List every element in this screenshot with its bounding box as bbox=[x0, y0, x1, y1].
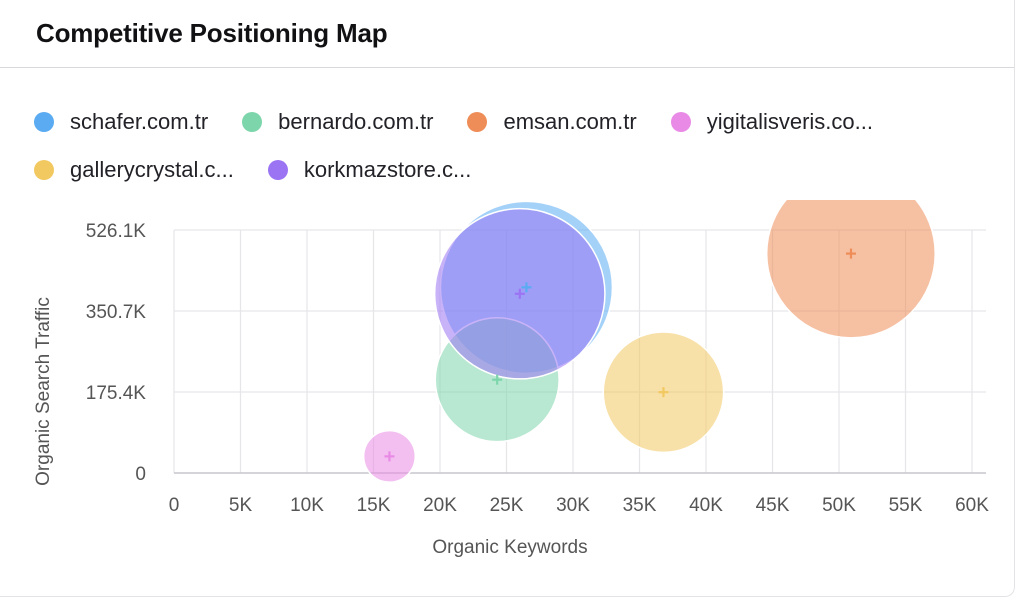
x-tick-label: 15K bbox=[357, 495, 391, 516]
x-tick-label: 40K bbox=[689, 495, 723, 516]
x-tick-label: 20K bbox=[423, 495, 457, 516]
card-header: Competitive Positioning Map bbox=[0, 0, 1014, 68]
legend-swatch bbox=[34, 160, 54, 180]
legend-swatch bbox=[670, 112, 691, 132]
legend-item[interactable]: gallerycrystal.c... bbox=[34, 154, 234, 186]
x-axis-label: Organic Keywords bbox=[432, 537, 587, 558]
x-tick-label: 25K bbox=[490, 495, 524, 516]
legend-label: yigitalisveris.co... bbox=[706, 109, 873, 134]
legend-swatch bbox=[34, 112, 54, 132]
x-tick-label: 30K bbox=[556, 495, 590, 516]
x-tick-label: 50K bbox=[822, 495, 856, 516]
x-tick-label: 45K bbox=[756, 495, 790, 516]
x-tick-label: 0 bbox=[169, 495, 180, 516]
bubble-3[interactable] bbox=[765, 200, 936, 339]
y-axis-label: Organic Search Traffic bbox=[33, 297, 54, 486]
legend-item[interactable]: bernardo.com.tr bbox=[242, 106, 433, 138]
legend-label: schafer.com.tr bbox=[70, 109, 209, 134]
legend-label: korkmazstore.c... bbox=[303, 157, 472, 182]
y-tick-label: 526.1K bbox=[86, 221, 147, 242]
legend-item[interactable]: emsan.com.tr bbox=[467, 106, 637, 138]
x-tick-label: 5K bbox=[229, 495, 253, 516]
y-tick-label: 0 bbox=[135, 464, 146, 485]
bubble-chart: 0 5K 10K 15K 20K 25K 30K 35K 40K 45K 50K 55K 60K 0 175… bbox=[33, 200, 989, 558]
legend-label: emsan.com.tr bbox=[503, 109, 637, 134]
legend-label: bernardo.com.tr bbox=[278, 109, 434, 134]
y-tick-label: 350.7K bbox=[86, 302, 147, 323]
legend-swatch bbox=[242, 112, 263, 132]
x-tick-label: 10K bbox=[290, 495, 324, 516]
legend-item[interactable]: schafer.com.tr bbox=[34, 106, 208, 138]
legend-label: gallerycrystal.c... bbox=[70, 157, 234, 182]
card-title: Competitive Positioning Map bbox=[36, 18, 388, 48]
x-tick-label: 60K bbox=[955, 495, 989, 516]
x-tick-label: 55K bbox=[889, 495, 923, 516]
y-tick-label: 175.4K bbox=[86, 383, 147, 404]
legend-swatch bbox=[267, 160, 288, 180]
legend-swatch bbox=[467, 112, 488, 132]
chart-legend: schafer.com.tr bernardo.com.tr emsan.com.t… bbox=[34, 106, 994, 186]
legend-item[interactable]: korkmazstore.c... bbox=[267, 154, 472, 186]
x-tick-label: 35K bbox=[623, 495, 657, 516]
legend-item[interactable]: yigitalisveris.co... bbox=[670, 106, 873, 138]
